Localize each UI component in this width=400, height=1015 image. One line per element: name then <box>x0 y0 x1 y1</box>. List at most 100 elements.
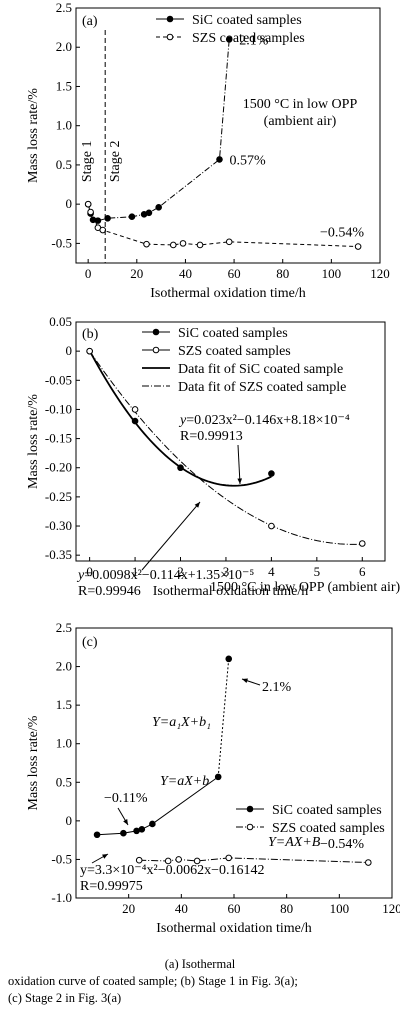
b-szs-r: R=0.99946 <box>78 584 141 599</box>
a-y-tick-label: 0 <box>66 196 73 211</box>
a-legend-sic-marker <box>166 15 174 23</box>
caption-line-1: (a) Isothermal <box>164 957 236 971</box>
b-legend-szs-fit-label: Data fit of SZS coated sample <box>178 380 346 395</box>
a-legend-szs-marker <box>166 33 174 41</box>
b-y-tick-label: -0.15 <box>45 431 72 446</box>
c-y-tick-label: 1.0 <box>56 736 72 751</box>
a-szs-marker <box>84 200 92 208</box>
b-y-tick-label: -0.05 <box>45 372 72 387</box>
b-y-tick-label: -0.25 <box>45 489 72 504</box>
b-szs-arrow-head <box>194 502 200 508</box>
b-plot-frame <box>75 321 386 562</box>
c-sic-jump-line <box>217 658 230 777</box>
a-x-tick-label: 0 <box>85 266 92 281</box>
c-sic-marker <box>138 826 146 833</box>
c-label-2-1: 2.1% <box>262 680 292 695</box>
c-szs-marker <box>164 857 172 865</box>
c-szs-marker <box>135 856 143 864</box>
b-legend-szs-label: SZS coated samples <box>178 344 291 359</box>
c-sic-marker <box>133 827 140 835</box>
a-x-tick-label: 60 <box>228 266 241 281</box>
a-y-axis-label: Mass loss rate/% <box>26 88 41 183</box>
a-x-tick-label: 40 <box>179 266 192 281</box>
a-x-tick-label: 100 <box>322 266 342 281</box>
b-x-tick-label: 0 <box>86 564 93 579</box>
b-y-tick-label: -0.20 <box>45 460 72 475</box>
c-eq-A: Y=AX+B <box>268 835 321 850</box>
c-sic-marker <box>149 820 156 828</box>
chart-c: 20 40 60 80 100 120 2.5 2.0 1.5 1.0 0.5 0 -0.5 -1.0 Is… <box>26 622 400 936</box>
b-legend-sic-label: SiC coated samples <box>178 326 288 341</box>
c-szs-marker <box>225 854 233 862</box>
a-stage-2-label: Stage 2 <box>108 141 123 183</box>
b-x-tick-label: 3 <box>223 564 230 579</box>
c-y-tick-label: 2.5 <box>56 622 72 635</box>
b-x-tick-label: 6 <box>359 564 366 579</box>
a-x-tick-label: 80 <box>276 266 289 281</box>
b-legend-sic-fit-label: Data fit of SiC coated sample <box>178 362 343 377</box>
a-panel-label: (a) <box>82 14 98 29</box>
b-szs-marker <box>131 406 139 413</box>
a-szs-marker <box>143 240 150 248</box>
a-label-0-57: 0.57% <box>229 153 266 168</box>
a-x-tick-label: 120 <box>370 266 390 281</box>
a-y-tick-label: 2.5 <box>56 0 72 15</box>
b-x-tick-label: 5 <box>314 564 321 579</box>
b-sic-arrow <box>237 444 241 485</box>
c-legend-szs-marker <box>246 823 254 831</box>
b-sic-marker <box>177 464 184 472</box>
b-szs-marker <box>86 347 93 355</box>
b-szs-equation: y=0.0098x²−0.114x+1.35×10⁻⁵ <box>76 568 254 583</box>
c-szs-line <box>139 857 369 864</box>
chart-b: 0 1 2 3 4 5 6 0.05 0 -0.05 -0.10 -0.15 -0.20 -0.25 -0.… <box>26 314 400 599</box>
a-y-tick-label: 1.5 <box>56 78 72 93</box>
c-sic-marker <box>93 831 101 839</box>
b-x-tick-label: 2 <box>177 564 184 579</box>
b-condition: 1500 °C in low OPP (ambient air) <box>210 580 400 595</box>
c-panel-label: (c) <box>82 635 98 650</box>
a-legend-szs-label: SZS coated samples <box>192 31 305 46</box>
b-y-tick-label: 0 <box>66 343 73 358</box>
b-x-tick-label: 4 <box>268 564 275 579</box>
c-x-tick-label: 20 <box>122 901 135 916</box>
a-y-tick-label: 0.5 <box>56 157 72 172</box>
c-eq-quad: y=3.3×10⁻⁴x²−0.0062x−0.16142 <box>80 863 265 878</box>
b-legend-szs-marker <box>152 346 160 354</box>
a-sic-marker <box>216 156 223 163</box>
c-plot-frame <box>75 627 393 899</box>
b-y-tick-label: -0.35 <box>45 547 72 562</box>
c-arrow-neg-0-11-head <box>123 819 128 825</box>
c-szs-marker <box>193 857 201 865</box>
b-y-tick-label: -0.30 <box>45 518 72 533</box>
b-sic-arrow-head <box>237 478 243 484</box>
caption-line-2: oxidation curve of coated sample; (b) St… <box>8 974 298 988</box>
b-x-tick-label: 1 <box>132 564 139 579</box>
c-x-tick-label: 40 <box>175 901 188 916</box>
a-plot-frame <box>75 7 381 264</box>
c-sic-marker <box>214 773 222 781</box>
a-szs-line <box>87 204 359 248</box>
a-sic-line <box>87 39 230 222</box>
c-label-neg-0-11: −0.11% <box>104 791 148 806</box>
b-panel-label: (b) <box>82 327 99 342</box>
a-condition-2: (ambient air) <box>264 114 337 129</box>
c-legend-sic-marker <box>246 805 254 813</box>
c-y-tick-label: 1.5 <box>56 697 72 712</box>
c-arrow-quad-head <box>102 854 108 859</box>
b-legend-sic-marker <box>152 328 160 336</box>
a-szs-marker <box>169 241 177 249</box>
a-label-2-1: 2.1% <box>239 33 269 48</box>
c-x-tick-label: 80 <box>280 901 293 916</box>
c-eq-a1: Y=a₁X+b₁ <box>152 715 211 730</box>
b-szs-marker <box>358 540 366 547</box>
c-label-neg-0-54: −0.54% <box>320 837 364 852</box>
caption-line-3: (c) Stage 2 in Fig. 3(a) <box>8 991 122 1005</box>
b-y-axis-label: Mass loss rate/% <box>26 394 41 489</box>
c-szs-marker <box>365 859 372 866</box>
a-szs-marker <box>179 240 187 247</box>
c-legend-szs-label: SZS coated samples <box>272 821 385 836</box>
c-x-tick-label: 100 <box>330 901 350 916</box>
c-legend-sic-label: SiC coated samples <box>272 803 382 818</box>
c-y-axis-label: Mass loss rate/% <box>26 715 41 810</box>
a-szs-marker <box>87 208 94 216</box>
